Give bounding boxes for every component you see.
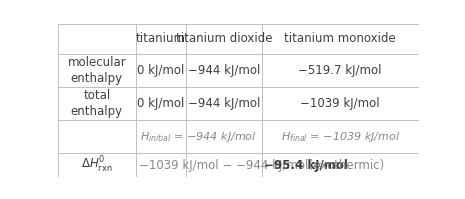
Text: −1039 kJ/mol − −944 kJ/mol =: −1039 kJ/mol − −944 kJ/mol =	[139, 159, 326, 172]
Text: titanium dioxide: titanium dioxide	[176, 32, 272, 45]
Text: molecular
enthalpy: molecular enthalpy	[67, 56, 126, 85]
Text: $\Delta H^{0}_{\mathrm{rxn}}$: $\Delta H^{0}_{\mathrm{rxn}}$	[81, 155, 113, 175]
Text: (exothermic): (exothermic)	[305, 159, 384, 172]
Text: 0 kJ/mol: 0 kJ/mol	[137, 64, 185, 77]
Text: $H_{\mathit{initial}}$ = −944 kJ/mol: $H_{\mathit{initial}}$ = −944 kJ/mol	[140, 130, 257, 144]
Text: −944 kJ/mol: −944 kJ/mol	[188, 64, 260, 77]
Text: −1039 kJ/mol: −1039 kJ/mol	[300, 97, 380, 110]
Text: total
enthalpy: total enthalpy	[71, 89, 123, 118]
Text: −95.4 kJ/mol: −95.4 kJ/mol	[264, 159, 347, 172]
Text: titanium: titanium	[136, 32, 186, 45]
Text: $H_{\mathit{final}}$ = −1039 kJ/mol: $H_{\mathit{final}}$ = −1039 kJ/mol	[280, 130, 400, 144]
Text: titanium monoxide: titanium monoxide	[284, 32, 396, 45]
Text: −519.7 kJ/mol: −519.7 kJ/mol	[299, 64, 382, 77]
Text: 0 kJ/mol: 0 kJ/mol	[137, 97, 185, 110]
Text: −944 kJ/mol: −944 kJ/mol	[188, 97, 260, 110]
